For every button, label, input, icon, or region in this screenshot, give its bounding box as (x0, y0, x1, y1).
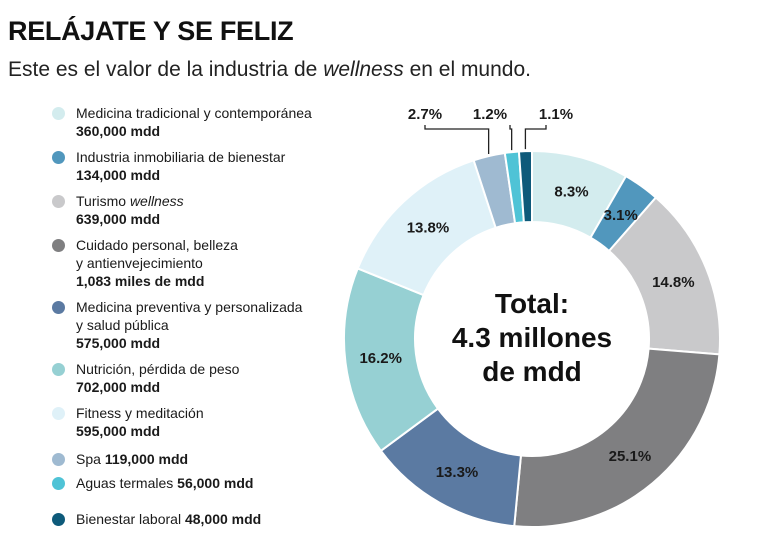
legend-text: Nutrición, pérdida de peso 702,000 mdd (76, 360, 346, 396)
legend-label: Cuidado personal, belleza (76, 237, 238, 253)
legend-label: Nutrición, pérdida de peso (76, 361, 240, 377)
legend-swatch (52, 477, 65, 490)
legend-value: 134,000 mdd (76, 167, 161, 183)
legend-text: Fitness y meditación 595,000 mdd (76, 404, 346, 440)
slice-label: 14.8% (652, 274, 695, 291)
legend-swatch (52, 453, 65, 466)
slice-label: 3.1% (604, 207, 638, 224)
legend-label: Fitness y meditación (76, 405, 204, 421)
legend-value: 48,000 mdd (184, 511, 262, 527)
legend-value: 702,000 mdd (76, 379, 161, 395)
slice-label: 16.2% (359, 350, 402, 367)
slice-label-outside: 1.2% (473, 106, 507, 123)
legend-label: Bienestar laboral (76, 511, 185, 527)
legend-text: Industria inmobiliaria de bienestar 134,0… (76, 148, 346, 184)
legend-swatch (52, 239, 65, 252)
donut-slice (513, 347, 721, 528)
legend-text: Medicina tradicional y contemporánea 360,… (76, 104, 346, 140)
center-total-label: Total: (495, 288, 569, 319)
legend-text: Cuidado personal, belleza y antienvejecim… (76, 236, 346, 290)
legend-value: 1,083 miles de mdd (76, 273, 205, 289)
legend-swatch (52, 107, 65, 120)
legend-label: Turismo (76, 193, 130, 209)
leader-line (509, 125, 513, 151)
legend-text: Turismo wellness 639,000 mdd (76, 192, 346, 228)
legend-value: 56,000 mdd (177, 475, 254, 491)
legend-swatch (52, 363, 65, 376)
legend-value: 595,000 mdd (76, 423, 161, 439)
subtitle-post: en el mundo. (403, 58, 531, 81)
legend-value: 639,000 mdd (76, 211, 161, 227)
slice-label: 25.1% (609, 448, 652, 465)
legend-value: 360,000 mdd (76, 123, 161, 139)
page-title: RELÁJATE Y SE FELIZ (8, 16, 294, 46)
slice-label-outside: 2.7% (408, 106, 442, 123)
subtitle-pre: Este es el valor de la industria de (8, 58, 324, 81)
legend-label-em: wellness (129, 193, 184, 209)
legend-value: 575,000 mdd (76, 335, 161, 351)
legend-value: 119,000 mdd (104, 451, 189, 467)
leader-line (424, 125, 490, 155)
legend-label: Aguas termales (76, 475, 178, 491)
legend-label: Industria inmobiliaria de bienestar (76, 149, 286, 165)
legend-label-line2: y salud pública (76, 317, 169, 333)
donut-slice (517, 149, 533, 224)
legend-swatch (52, 407, 65, 420)
slice-label: 8.3% (554, 184, 588, 201)
legend-text: Medicina preventiva y personalizada y sa… (76, 298, 346, 352)
legend-label: Medicina tradicional y contemporánea (76, 105, 312, 121)
slice-label: 13.3% (436, 464, 479, 481)
page-subtitle: Este es el valor de la industria de well… (8, 58, 531, 82)
legend-text: Aguas termales 56,000 mdd (76, 474, 346, 492)
legend-swatch (52, 513, 65, 526)
legend-text: Bienestar laboral 48,000 mdd (76, 510, 346, 528)
subtitle-em: wellness (323, 58, 404, 81)
legend-label: Spa (76, 451, 105, 467)
center-total-label: de mdd (482, 356, 582, 387)
slice-label: 13.8% (407, 219, 450, 236)
legend-text: Spa 119,000 mdd (76, 450, 346, 468)
slice-label-outside: 1.1% (539, 106, 573, 123)
legend-swatch (52, 301, 65, 314)
legend-label-line2: y antienvejecimiento (76, 255, 203, 271)
legend-swatch (52, 195, 65, 208)
center-total-label: 4.3 millones (452, 322, 612, 353)
leader-line (524, 125, 547, 150)
legend-label: Medicina preventiva y personalizada (76, 299, 303, 315)
legend-swatch (52, 151, 65, 164)
